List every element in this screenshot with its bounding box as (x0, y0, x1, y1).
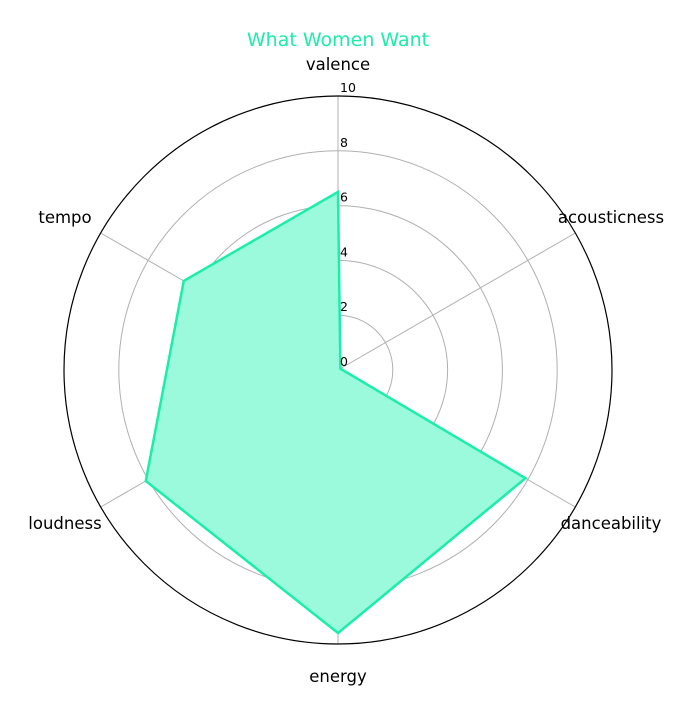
tick-label-0: 0 (340, 354, 348, 369)
series-line (144, 189, 528, 635)
axis-label-energy: energy (309, 667, 367, 686)
axis-label-danceability: danceability (561, 514, 662, 533)
series-layer (144, 189, 528, 635)
chart-title: What Women Want (247, 29, 429, 51)
tick-label-4: 4 (340, 244, 348, 259)
axis-label-tempo: tempo (38, 208, 91, 227)
axis-labels: valence acousticness danceability energy lou… (28, 55, 664, 686)
spoke-acousticness (337, 232, 576, 371)
tick-label-10: 10 (340, 80, 356, 95)
series-area (145, 191, 526, 634)
tick-label-2: 2 (340, 299, 348, 314)
axis-label-loudness: loudness (28, 514, 101, 533)
tick-label-6: 6 (340, 190, 348, 205)
axis-label-acousticness: acousticness (558, 208, 664, 227)
radial-ticks: 0 2 4 6 8 10 (340, 80, 356, 369)
polar-frame (63, 95, 613, 645)
tick-label-8: 8 (340, 135, 348, 150)
frame (63, 95, 613, 645)
axis-label-valence: valence (306, 55, 370, 74)
